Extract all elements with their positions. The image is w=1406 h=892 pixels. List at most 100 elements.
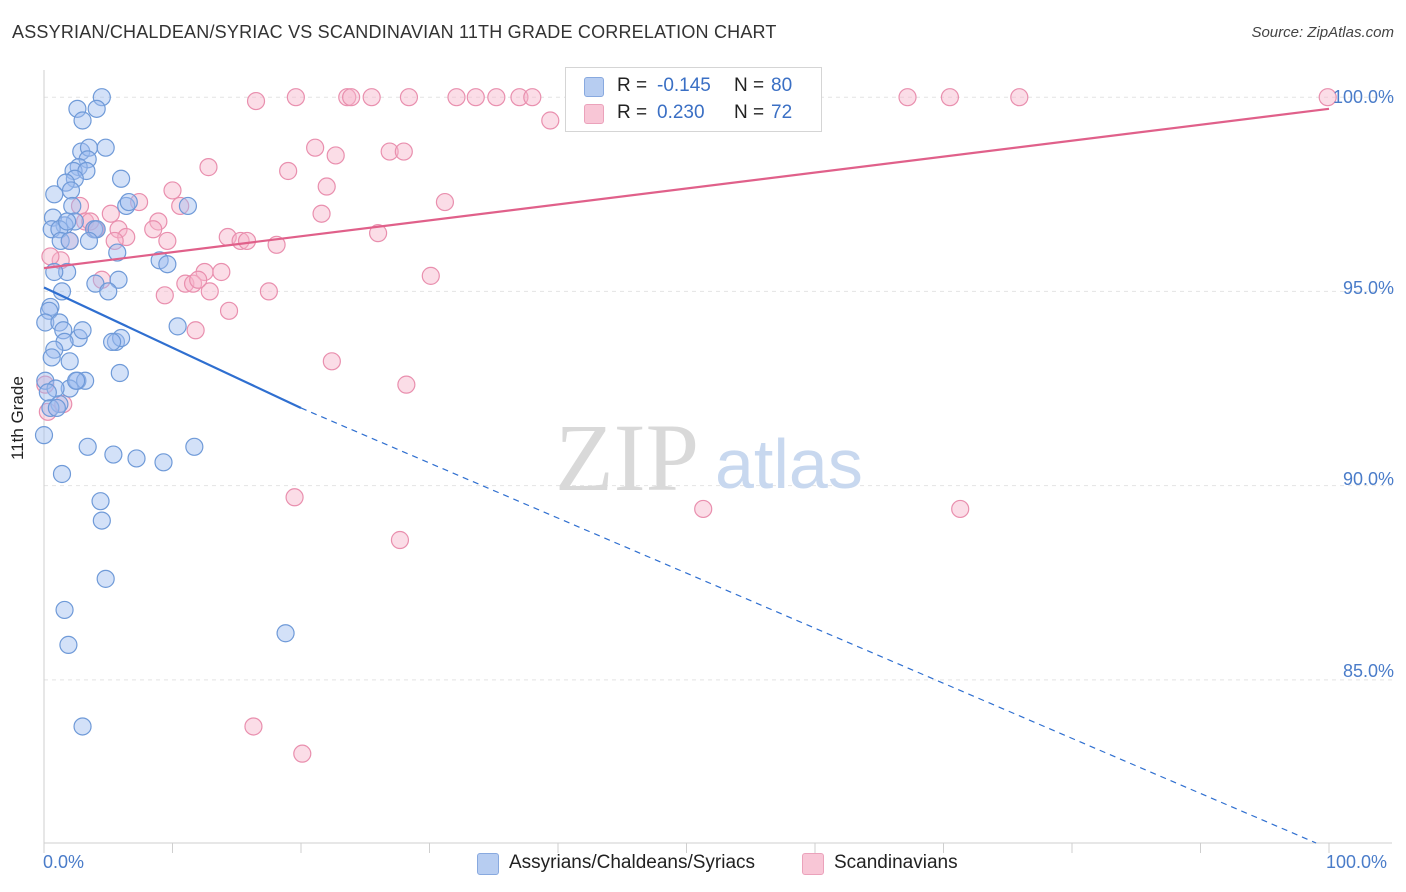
scandinavians-point (541, 111, 560, 130)
scandinavians-point (397, 375, 416, 394)
assyrians-point (178, 196, 198, 216)
stats-legend: R = -0.145 N = 80 R = 0.230 N = 72 (565, 67, 822, 132)
assyrians-point (65, 212, 84, 231)
scandinavians-point (312, 204, 331, 223)
assyrians-point (158, 255, 177, 274)
scandinavians-point (105, 231, 124, 251)
assyrians-point (55, 600, 74, 620)
y-tick-label: 100.0% (1332, 87, 1394, 107)
scandinavians-point (322, 352, 341, 371)
legend-label: Scandinavians (834, 852, 958, 873)
legend-swatch-pink (584, 104, 604, 124)
legend-label: Assyrians/Chaldeans/Syriacs (509, 852, 756, 873)
scandinavians-point (435, 192, 455, 212)
scandinavians-point (1010, 88, 1029, 107)
assyrians-point (52, 464, 72, 484)
assyrians-point (36, 313, 55, 332)
legend-row-assyrians: R = -0.145 N = 80 (584, 75, 814, 99)
assyrians-point (111, 169, 131, 188)
assyrians-point (73, 717, 92, 736)
assyrians-point (58, 262, 77, 282)
scandinavians-point (246, 91, 266, 111)
watermark: ZIP atlas (555, 404, 863, 511)
scandinavians-point (369, 224, 388, 243)
assyrians-point (92, 88, 111, 107)
scandinavians-point (237, 231, 257, 251)
y-tick-label: 85.0% (1342, 661, 1394, 681)
scandinavians-point (1318, 88, 1337, 107)
y-axis-label: 11th Grade (8, 376, 27, 460)
watermark-atlas: atlas (715, 425, 863, 503)
scandinavians-point (293, 744, 312, 763)
assyrians-point (68, 99, 87, 118)
scandinavians-point (285, 488, 304, 507)
scandinavians-point (41, 247, 60, 266)
source-label: Source: ZipAtlas.com (1251, 24, 1394, 41)
assyrians-point (87, 99, 106, 118)
chart-title: ASSYRIAN/CHALDEAN/SYRIAC VS SCANDINAVIAN… (12, 22, 777, 42)
scandinavians-point (362, 88, 381, 107)
assyrians-point (42, 348, 61, 367)
watermark-zip: ZIP (555, 404, 699, 511)
assyrians-point (104, 445, 123, 464)
assyrians-point (99, 282, 118, 301)
assyrians-points (34, 88, 295, 736)
scandinavians-point (306, 138, 325, 157)
scandinavians-point (117, 227, 136, 247)
scandinavians-point (487, 88, 506, 107)
assyrians-point (61, 181, 81, 200)
scandinavians-point (510, 88, 529, 107)
scandinavians-point (199, 158, 218, 177)
scandinavians-point (380, 142, 399, 161)
assyrians-point (96, 138, 115, 157)
scandinavians-point (694, 499, 713, 519)
bottom-legend-assyrians[interactable]: Assyrians/Chaldeans/Syriacs (477, 852, 777, 876)
scandinavians-point (244, 717, 263, 736)
assyrians-trend-extension (300, 407, 1317, 844)
axes (43, 70, 1392, 853)
assyrians-point (108, 243, 127, 262)
scandinavians-point (279, 161, 298, 181)
assyrians-point (34, 426, 54, 445)
assyrians-point (119, 192, 138, 212)
scandinavians-point (155, 286, 174, 305)
scandinavians-point (447, 88, 466, 107)
legend-n-value: 72 (771, 102, 793, 123)
assyrians-point (103, 332, 122, 352)
assyrians-point (60, 352, 79, 371)
scandinavians-point (189, 270, 208, 289)
assyrians-point (63, 196, 82, 216)
assyrians-point (79, 231, 99, 251)
scandinavians-point (326, 146, 345, 165)
assyrians-point (73, 321, 92, 340)
legend-r-value: 0.230 (657, 102, 705, 123)
assyrians-point (96, 569, 115, 588)
bottom-legend-scandinavians[interactable]: Scandinavians (802, 852, 982, 876)
assyrians-point (154, 453, 173, 472)
assyrians-point (92, 511, 111, 530)
assyrians-point (91, 492, 110, 511)
assyrians-point (78, 437, 97, 456)
scandinavians-point (158, 231, 177, 251)
scandinavians-point (200, 282, 219, 301)
assyrians-point (58, 212, 77, 231)
scandinavians-point (421, 266, 440, 285)
assyrians-point (47, 398, 66, 418)
scandinavians-point (399, 88, 419, 107)
scandinavians-point (186, 321, 205, 340)
scandinavians-point (219, 301, 239, 320)
scandinavians-point (317, 177, 336, 196)
y-tick-label: 95.0% (1342, 278, 1394, 298)
scandinavians-point (163, 181, 182, 200)
scandinavians-point (212, 262, 231, 282)
legend-r-value: -0.145 (657, 75, 711, 96)
legend-row-scandinavians: R = 0.230 N = 72 (584, 102, 814, 126)
assyrians-trend-line (43, 286, 302, 409)
scandinavians-trend-line (43, 107, 1330, 270)
legend-r-label: R = (617, 102, 648, 123)
scandinavians-point (898, 88, 917, 107)
scandinavians-point (940, 88, 960, 107)
assyrians-point (73, 111, 92, 130)
scandinavians-point (523, 88, 542, 107)
scandinavians-point (101, 204, 120, 223)
